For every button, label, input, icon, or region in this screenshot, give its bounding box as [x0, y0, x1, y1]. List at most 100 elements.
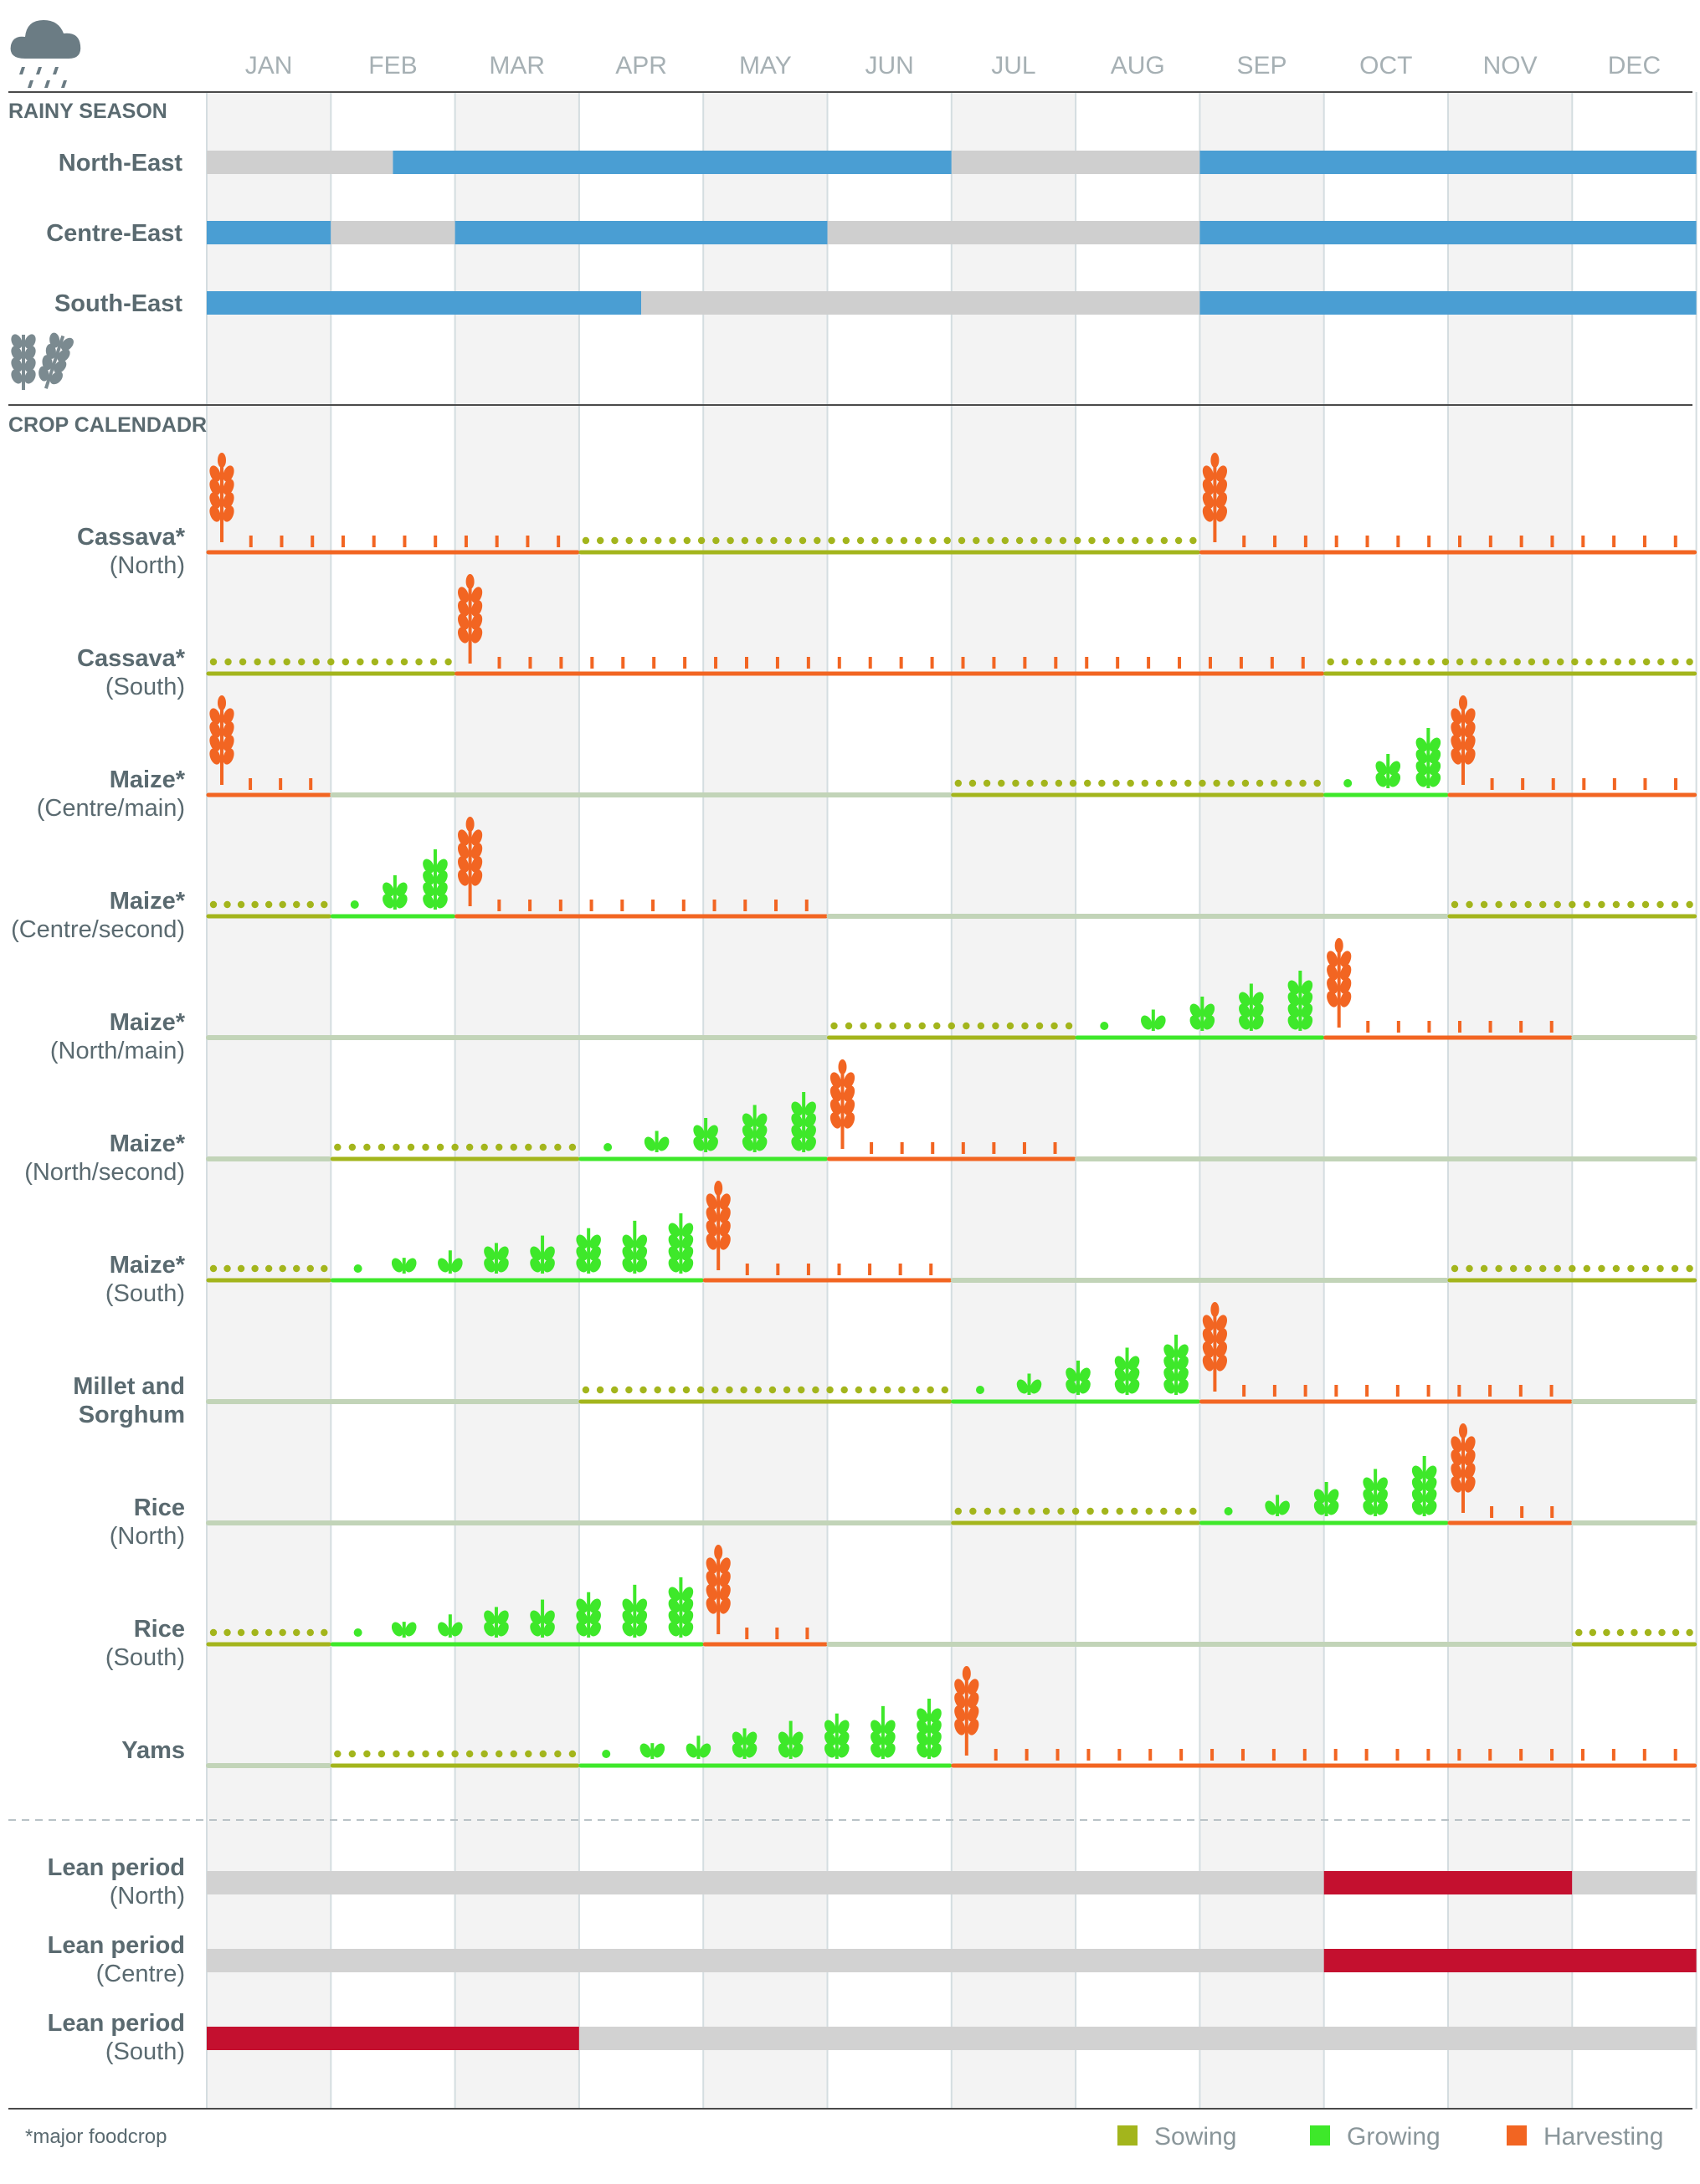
- sowing-dot: [711, 1386, 719, 1394]
- plant-stem: [1386, 754, 1390, 788]
- sowing-dot: [968, 779, 977, 787]
- plant-leaf: [693, 1136, 705, 1151]
- harvest-tick: [311, 536, 315, 547]
- harvest-stem: [1337, 949, 1341, 1028]
- growing-plant-icon: [1239, 983, 1264, 1031]
- sowing-dot: [429, 658, 438, 666]
- crop-row-label: Maize*: [110, 1252, 186, 1279]
- plant-leaf: [423, 870, 434, 885]
- plant-leaf: [791, 1743, 804, 1758]
- plant-leaf: [635, 1610, 648, 1625]
- harvest-tick: [434, 536, 438, 547]
- plant-stem: [704, 1118, 708, 1152]
- wheat-grain: [11, 334, 23, 349]
- wheat-grain: [11, 357, 23, 372]
- sowing-dot: [596, 1386, 604, 1394]
- sowing-dot: [1160, 536, 1168, 545]
- plant-leaf: [543, 1258, 555, 1273]
- growing-plant-icon: [742, 1105, 768, 1152]
- crop-row-label: Yams: [121, 1737, 185, 1764]
- lean-segment-normal: [207, 1949, 1324, 1972]
- growing-plant-icon: [622, 1584, 648, 1638]
- sowing-dot: [283, 658, 290, 666]
- sowing-dot: [1413, 658, 1420, 666]
- crop-row-sublabel: Sorghum: [79, 1402, 185, 1428]
- plant-leaf: [1239, 1003, 1251, 1018]
- plant-stem: [1174, 1335, 1179, 1395]
- crop-row-sublabel: (North): [110, 552, 185, 579]
- harvest-tick: [1303, 536, 1307, 547]
- sowing-dot: [1631, 1628, 1638, 1637]
- sowing-dot: [293, 1264, 300, 1273]
- harvest-grain: [843, 1112, 855, 1129]
- harvest-grain: [706, 1193, 717, 1210]
- plant-stem: [881, 1705, 885, 1759]
- month-label: JUL: [991, 52, 1035, 79]
- harvest-grain: [1464, 1436, 1476, 1453]
- sowing-dot: [1539, 900, 1547, 909]
- plant-leaf: [742, 1125, 754, 1140]
- rainy-season-section: RAINY SEASON North-East Centre-East South-E…: [8, 100, 1697, 406]
- sowing-dot: [696, 1386, 705, 1394]
- plant-leaf: [484, 1258, 496, 1273]
- sowing-dot: [1059, 536, 1067, 545]
- harvest-tick: [1365, 536, 1369, 547]
- harvest-grain: [829, 1099, 842, 1115]
- sowing-dot: [783, 1386, 791, 1394]
- plant-leaf: [423, 882, 434, 897]
- sowing-dot: [237, 1628, 245, 1637]
- harvest-tick: [1302, 1749, 1307, 1761]
- harvest-grain: [954, 1705, 966, 1722]
- harvest-grain: [954, 1719, 966, 1735]
- sowing-dot: [963, 1022, 970, 1030]
- sowing-dot: [1057, 1507, 1065, 1515]
- lean-period-row: Lean period(South): [48, 2010, 1697, 2065]
- harvest-grain: [968, 1692, 979, 1709]
- harvest-stem: [1461, 706, 1465, 785]
- month-label: JUN: [865, 52, 913, 79]
- harvest-grain: [458, 613, 470, 630]
- harvest-tick: [495, 536, 499, 547]
- sowing-dot: [1127, 779, 1134, 787]
- plant-leaf: [622, 1610, 634, 1625]
- sowing-dot: [1554, 900, 1561, 909]
- lean-segment-normal: [578, 2027, 1697, 2050]
- harvest-wheat-icon: [458, 817, 483, 906]
- crop-row: Maize*(North/second): [24, 1059, 1697, 1186]
- rain-segment-rain: [455, 221, 828, 244]
- sowing-dot: [312, 658, 320, 666]
- sowing-dot: [357, 658, 364, 666]
- sowing-dot: [1227, 779, 1235, 787]
- sowing-dot: [1155, 779, 1163, 787]
- plant-leaf: [1375, 772, 1388, 787]
- crop-row-sublabel: (North/main): [50, 1038, 185, 1064]
- harvest-grain: [209, 748, 221, 765]
- sowing-dot: [1686, 658, 1693, 666]
- harvest-tick: [804, 900, 809, 911]
- rain-segment-rain: [1199, 221, 1697, 244]
- harvest-tick: [961, 657, 965, 669]
- plant-leaf: [589, 1622, 601, 1637]
- sowing-dot: [348, 1143, 357, 1151]
- wheat-grain: [49, 371, 63, 385]
- rain-segment-dry: [951, 151, 1200, 174]
- wheat-grain: [42, 355, 53, 371]
- sowing-dot: [251, 1264, 259, 1273]
- plant-stem: [1027, 1373, 1031, 1395]
- sowing-dot: [1069, 779, 1077, 787]
- harvest-grain: [1464, 1476, 1476, 1493]
- plant-leaf: [497, 1622, 509, 1637]
- harvest-grain: [471, 613, 483, 630]
- growing-plant-icon: [576, 1592, 601, 1638]
- sowing-dot: [941, 1386, 949, 1394]
- harvest-tick: [683, 657, 687, 669]
- plant-seed: [350, 900, 359, 909]
- plant-leaf: [1127, 1379, 1140, 1394]
- plant-leaf: [396, 894, 408, 909]
- harvest-grain: [1451, 1449, 1462, 1466]
- plant-stem: [788, 1720, 793, 1759]
- wheat-grain: [57, 349, 70, 362]
- plant-leaf: [1363, 1500, 1374, 1515]
- plant-leaf: [391, 1622, 403, 1637]
